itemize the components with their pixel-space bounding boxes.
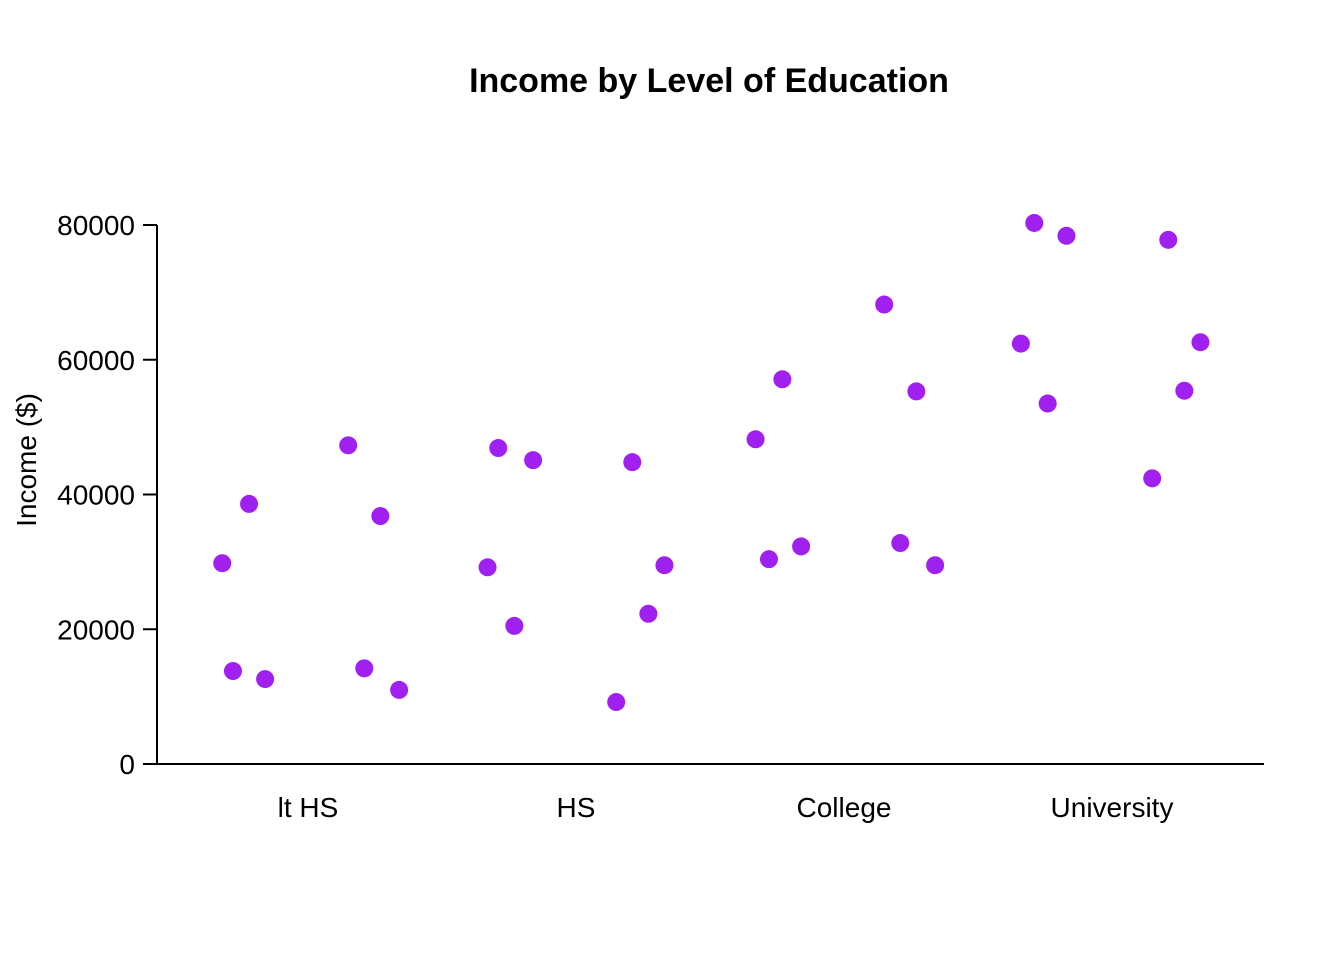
data-point [339, 436, 358, 455]
data-point [746, 430, 765, 449]
data-point [505, 616, 524, 635]
data-point [1191, 333, 1210, 352]
data-point [256, 670, 275, 689]
data-point [371, 507, 390, 526]
data-point [773, 370, 792, 389]
data-point [1143, 469, 1162, 488]
data-point [891, 534, 910, 553]
x-tick-label: lt HS [278, 792, 339, 823]
data-point [524, 451, 543, 470]
data-point [1159, 230, 1178, 249]
data-point [926, 556, 945, 575]
data-points [213, 213, 1210, 712]
data-point [655, 556, 674, 575]
y-tick-label: 40000 [57, 480, 135, 511]
data-point [213, 554, 232, 573]
data-point [875, 295, 894, 314]
data-point [607, 693, 626, 712]
data-point [792, 537, 811, 556]
data-point [240, 494, 259, 513]
data-point [390, 680, 409, 699]
data-point [1175, 381, 1194, 400]
data-point [907, 382, 926, 401]
x-axis-ticks: lt HS HS College University [278, 792, 1174, 823]
y-tick-label: 20000 [57, 614, 135, 645]
data-point [1038, 394, 1057, 413]
y-axis-ticks: 0 20000 40000 60000 80000 [57, 210, 157, 780]
data-point [355, 659, 374, 678]
data-point [223, 662, 242, 681]
data-point [1057, 226, 1076, 245]
chart-title: Income by Level of Education [469, 62, 949, 100]
data-point [623, 453, 642, 472]
x-tick-label: University [1051, 792, 1174, 823]
data-point [1011, 334, 1030, 353]
y-tick-label: 0 [119, 749, 135, 780]
data-point [478, 558, 497, 577]
data-point [759, 550, 778, 569]
x-tick-label: College [797, 792, 892, 823]
data-point [1025, 213, 1044, 232]
y-tick-label: 60000 [57, 345, 135, 376]
y-tick-label: 80000 [57, 210, 135, 241]
y-axis-label: Income ($) [11, 393, 42, 527]
data-point [639, 604, 658, 623]
data-point [489, 439, 508, 458]
x-tick-label: HS [557, 792, 596, 823]
